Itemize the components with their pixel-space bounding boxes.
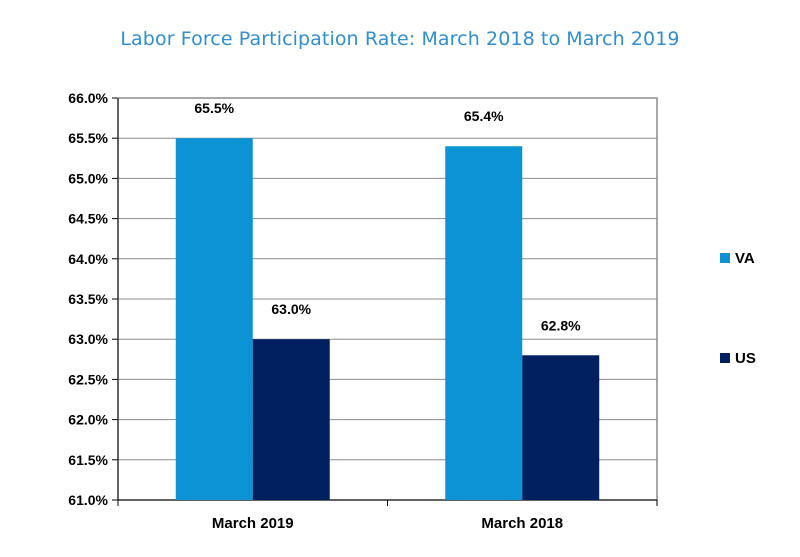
y-tick-label: 61.0% <box>68 492 108 508</box>
y-tick-label: 62.0% <box>68 412 108 428</box>
y-tick-label: 63.5% <box>68 291 108 307</box>
data-label: 65.5% <box>194 100 234 116</box>
bar-va <box>445 146 523 501</box>
y-tick-label: 63.0% <box>68 331 108 347</box>
chart-title: Labor Force Participation Rate: March 20… <box>120 28 680 50</box>
y-tick-label: 65.5% <box>68 130 108 146</box>
data-label: 65.4% <box>464 108 504 124</box>
bar-va <box>175 138 253 500</box>
bar-us <box>252 339 330 500</box>
x-category-label: March 2019 <box>212 515 294 532</box>
legend-label-us: US <box>735 350 756 367</box>
y-tick-label: 66.0% <box>68 90 108 106</box>
legend-swatch-us <box>720 353 730 363</box>
y-tick-label: 61.5% <box>68 452 108 468</box>
data-label: 62.8% <box>541 317 581 333</box>
y-tick-label: 64.5% <box>68 211 108 227</box>
x-category-label: March 2018 <box>481 515 563 532</box>
legend-label-va: VA <box>735 250 755 267</box>
legend-swatch-va <box>720 253 730 263</box>
y-tick-label: 62.5% <box>68 371 108 387</box>
y-tick-label: 65.0% <box>68 170 108 186</box>
data-label: 63.0% <box>271 301 311 317</box>
y-tick-label: 64.0% <box>68 251 108 267</box>
bar-us <box>522 355 600 500</box>
